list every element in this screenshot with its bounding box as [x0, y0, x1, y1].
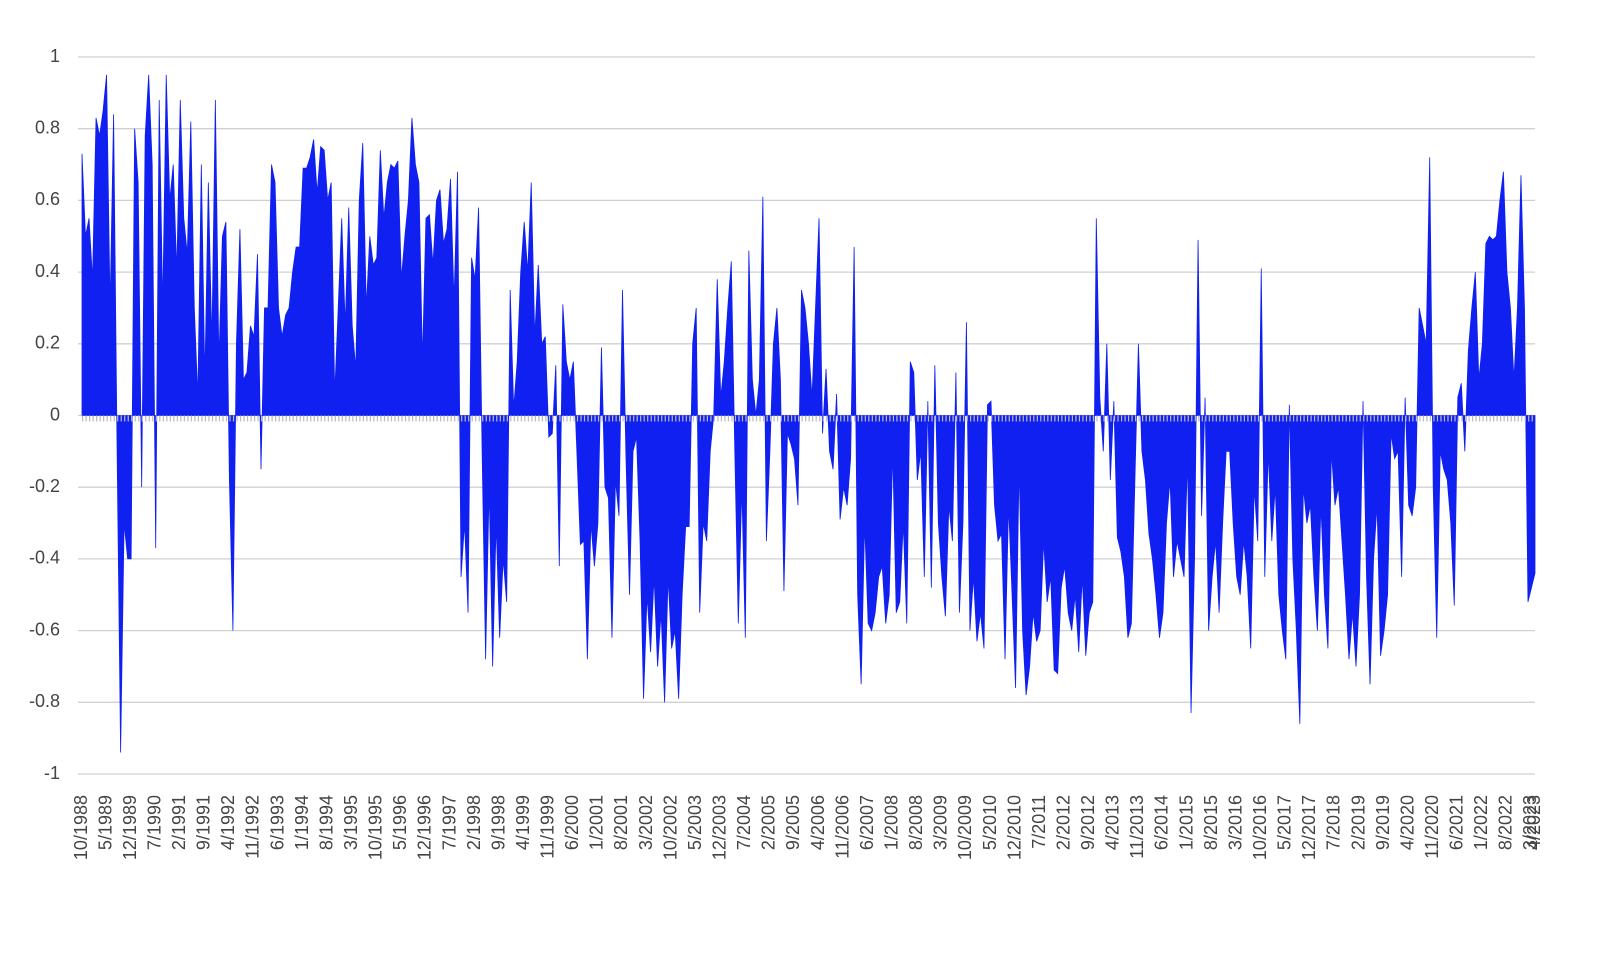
- y-tick-label: -0.4: [29, 548, 60, 568]
- x-tick-label: 1/2008: [881, 795, 901, 850]
- x-tick-label: 7/1997: [439, 795, 459, 850]
- x-tick-label: 6/2021: [1447, 795, 1467, 850]
- x-tick-label: 2/2019: [1348, 795, 1368, 850]
- x-tick-label: 1/2015: [1176, 795, 1196, 850]
- x-tick-label: 1/1994: [292, 795, 312, 850]
- x-tick-label: 9/2012: [1078, 795, 1098, 850]
- x-tick-label: 11/2006: [832, 795, 852, 859]
- x-tick-label: 5/2003: [685, 795, 705, 850]
- x-tick-label: 6/2007: [857, 795, 877, 850]
- x-tick-label: 3/2023: [1520, 795, 1540, 850]
- y-tick-label: 0.2: [35, 333, 60, 353]
- x-tick-label: 5/1996: [390, 795, 410, 850]
- x-tick-label: 9/2019: [1373, 795, 1393, 850]
- x-tick-label: 12/1996: [415, 795, 435, 860]
- x-tick-label: 12/2003: [710, 795, 730, 860]
- x-tick-label: 2/2012: [1053, 795, 1073, 850]
- x-tick-label: 5/2017: [1275, 795, 1295, 850]
- x-tick-label: 6/1993: [267, 795, 287, 850]
- x-tick-label: 2/2005: [759, 795, 779, 850]
- y-tick-label: -0.2: [29, 476, 60, 496]
- x-tick-label: 3/1995: [341, 795, 361, 850]
- x-tick-label: 10/2016: [1250, 795, 1270, 860]
- x-tick-label: 6/2014: [1152, 795, 1172, 850]
- x-tick-label: 12/2017: [1299, 795, 1319, 860]
- x-tick-label: 2/1998: [464, 795, 484, 850]
- x-tick-label: 10/2009: [955, 795, 975, 860]
- x-tick-label: 12/1989: [120, 795, 140, 860]
- x-tick-label: 2/1991: [169, 795, 189, 850]
- x-tick-label: 8/1994: [316, 795, 336, 850]
- x-tick-label: 3/2002: [636, 795, 656, 850]
- x-tick-label: 1/2001: [587, 795, 607, 850]
- x-tick-label: 11/2020: [1422, 795, 1442, 859]
- area: [81, 74, 1536, 753]
- x-tick-label: 5/1989: [95, 795, 115, 850]
- x-tick-label: 7/2004: [734, 795, 754, 850]
- x-tick-label: 9/2005: [783, 795, 803, 850]
- y-tick-label: 1: [50, 46, 60, 66]
- x-tick-label: 9/1991: [194, 795, 214, 850]
- x-tick-label: 4/1999: [513, 795, 533, 850]
- y-tick-label: 0.4: [35, 261, 60, 281]
- x-tick-label: 11/1999: [538, 795, 558, 859]
- x-tick-label: 4/2013: [1103, 795, 1123, 850]
- y-tick-label: -0.8: [29, 691, 60, 711]
- x-tick-label: 3/2016: [1225, 795, 1245, 850]
- y-tick-label: 0.8: [35, 117, 60, 137]
- x-tick-label: 7/2018: [1324, 795, 1344, 850]
- x-tick-label: 11/2013: [1127, 795, 1147, 859]
- y-tick-label: -1: [44, 763, 60, 783]
- x-tick-label: 10/2002: [660, 795, 680, 860]
- x-tick-label: 9/1998: [488, 795, 508, 850]
- x-tick-label: 4/2020: [1397, 795, 1417, 850]
- x-tick-label: 8/2015: [1201, 795, 1221, 850]
- x-tick-label: 4/2023: [1524, 795, 1544, 850]
- x-tick-label: 12/2010: [1004, 795, 1024, 860]
- x-tick-label: 10/1995: [366, 795, 386, 860]
- x-tick-label: 10/1988: [71, 795, 91, 860]
- x-tick-label: 8/2022: [1496, 795, 1516, 850]
- x-tick-label: 3/2009: [931, 795, 951, 850]
- x-tick-label: 11/1992: [243, 795, 263, 859]
- y-tick-label: 0.6: [35, 189, 60, 209]
- x-tick-label: 7/1990: [144, 795, 164, 850]
- x-tick-label: 4/1992: [218, 795, 238, 850]
- x-tick-label: 5/2010: [980, 795, 1000, 850]
- x-tick-label: 7/2011: [1029, 795, 1049, 849]
- x-tick-label: 4/2006: [808, 795, 828, 850]
- x-tick-label: 1/2022: [1471, 795, 1491, 850]
- x-tick-label: 8/2001: [611, 795, 631, 850]
- y-tick-label: 0: [50, 404, 60, 424]
- y-tick-label: -0.6: [29, 619, 60, 639]
- x-tick-label: 6/2000: [562, 795, 582, 850]
- x-tick-label: 8/2008: [906, 795, 926, 850]
